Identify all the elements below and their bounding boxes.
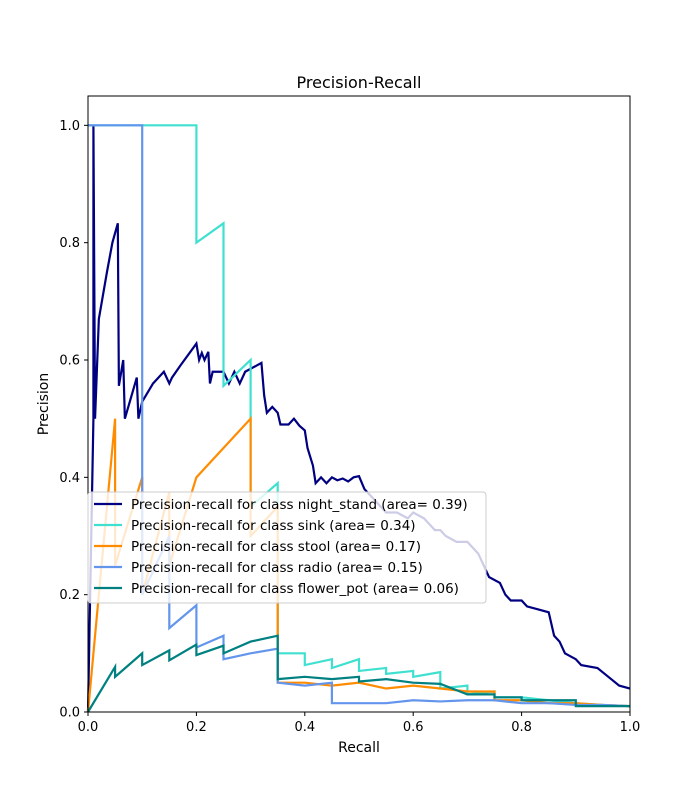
y-tick-label: 0.2: [59, 588, 80, 603]
x-tick-label: 0.6: [403, 720, 424, 735]
y-tick-label: 0.6: [59, 354, 80, 369]
x-tick-label: 0.8: [511, 720, 532, 735]
y-axis-label: Precision: [36, 373, 52, 435]
x-axis-label: Recall: [338, 740, 380, 756]
axis-ticks: 0.00.0 0.2 0.2 0.4 0.4 0.6 0.6 0.8 0.8 1.0 1.0: [59, 119, 640, 735]
x-tick-label: 0.4: [294, 720, 315, 735]
legend-label-1: Precision-recall for class sink (area= 0…: [131, 518, 416, 534]
series-line-3: [88, 124, 631, 708]
y-tick-label: 0.8: [59, 236, 80, 251]
x-tick-label: 0.0: [78, 720, 99, 735]
x-tick-label: 0.2: [186, 720, 207, 735]
x-tick-label: 1.0: [620, 720, 641, 735]
series-line-4: [87, 634, 630, 713]
plot-frame: [87, 95, 631, 713]
legend-label-3: Precision-recall for class radio (area= …: [131, 560, 423, 576]
legend: Precision-recall for class night_stand (…: [87, 491, 487, 604]
y-tick-label: 0.4: [59, 471, 80, 486]
chart-title: Precision-Recall: [297, 73, 422, 92]
plot-lines: [86, 124, 631, 713]
y-tick-label: 0.0: [59, 706, 80, 721]
legend-box: [87, 491, 487, 604]
legend-label-4: Precision-recall for class flower_pot (a…: [131, 581, 459, 597]
legend-label-2: Precision-recall for class stool (area= …: [131, 539, 421, 555]
legend-label-0: Precision-recall for class night_stand (…: [131, 497, 468, 513]
y-tick-label: 1.0: [59, 119, 80, 134]
